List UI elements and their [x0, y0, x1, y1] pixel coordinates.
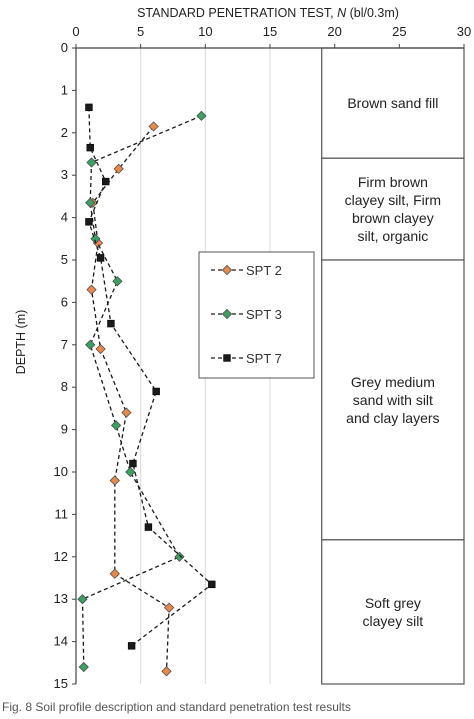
y-tick-label: 1	[61, 82, 68, 97]
soil-layer-label: brown clayey	[352, 210, 434, 226]
data-point	[107, 319, 115, 328]
soil-layer-label: Firm brown	[358, 174, 428, 190]
x-tick-label: 30	[457, 24, 471, 39]
x-tick-label: 5	[137, 24, 144, 39]
soil-layer-box	[321, 47, 465, 159]
data-point	[102, 177, 110, 186]
data-point	[121, 407, 132, 418]
data-point	[77, 594, 88, 605]
legend-label: SPT 7	[246, 351, 282, 366]
data-point	[164, 602, 175, 613]
data-point	[208, 580, 216, 589]
data-point	[196, 110, 207, 121]
soil-layer-label: and clay layers	[346, 410, 439, 426]
soil-layer-label: Grey medium	[351, 374, 435, 390]
y-tick-label: 12	[54, 549, 68, 564]
y-tick-label: 13	[54, 591, 68, 606]
data-series	[77, 103, 216, 677]
data-point	[78, 661, 89, 673]
data-point	[112, 276, 123, 287]
data-point	[127, 642, 136, 650]
legend-label: SPT 3	[246, 307, 282, 322]
data-point	[152, 387, 160, 396]
data-point	[144, 523, 153, 531]
data-point	[95, 343, 106, 355]
data-point	[174, 551, 185, 562]
y-tick-label: 3	[61, 167, 68, 182]
data-point	[125, 466, 136, 478]
data-point	[129, 459, 137, 468]
data-point	[85, 103, 93, 112]
soil-layer-label: sand with silt	[353, 392, 433, 408]
data-point	[113, 163, 124, 174]
y-tick-label: 2	[61, 125, 68, 140]
y-tick-label: 8	[61, 379, 68, 394]
legend-label: SPT 2	[246, 263, 282, 278]
series-line	[90, 125, 170, 672]
legend-marker	[221, 264, 233, 276]
x-tick-label: 20	[327, 24, 341, 39]
y-axis-title: DEPTH (m)	[14, 310, 28, 375]
data-point	[109, 568, 120, 579]
y-tick-label: 0	[61, 40, 68, 55]
data-point	[109, 475, 120, 486]
data-point	[86, 157, 97, 168]
legend: SPT 2 SPT 3 SPT 7	[198, 251, 315, 379]
spt-chart: STANDARD PENETRATION TEST, N (bl/0.3m) D…	[14, 6, 472, 691]
soil-layer-label: clayey silt, Firm	[345, 192, 441, 208]
data-point	[110, 420, 122, 431]
legend-marker	[221, 308, 233, 320]
soil-layer-box	[321, 259, 465, 541]
data-point	[86, 284, 97, 295]
y-tick-label: 4	[61, 210, 68, 225]
y-tick-label: 5	[61, 252, 68, 267]
x-tick-label: 10	[198, 24, 212, 39]
soil-layer-boxes: Brown sand fill Firm brown clayey silt, Fi…	[321, 47, 465, 685]
data-point	[96, 254, 105, 262]
x-axis-title: STANDARD PENETRATION TEST, N (bl/0.3m)	[137, 6, 399, 20]
data-point	[148, 121, 159, 132]
legend-box	[198, 251, 315, 379]
legend-marker	[223, 354, 231, 362]
y-tick-label: 15	[54, 676, 68, 691]
soil-layer-label: clayey silt	[363, 613, 424, 629]
y-tick-label: 9	[61, 422, 68, 437]
data-point	[161, 666, 172, 677]
x-tick-label: 15	[263, 24, 277, 39]
series-line	[81, 115, 202, 668]
y-tick-label: 6	[61, 294, 68, 309]
soil-layer-box	[321, 539, 465, 685]
y-tick-label: 10	[54, 464, 68, 479]
series-line	[88, 107, 213, 647]
figure-caption: Fig. 8 Soil profile description and stan…	[2, 700, 351, 714]
soil-layer-label: silt, organic	[357, 228, 428, 244]
data-point	[86, 143, 94, 152]
x-tick-label: 25	[392, 24, 406, 39]
data-point	[85, 197, 96, 208]
data-point	[85, 218, 93, 226]
y-tick-label: 14	[54, 634, 68, 649]
data-point	[85, 339, 96, 350]
soil-layer-label: Soft grey	[365, 595, 421, 611]
x-tick-label: 0	[72, 24, 79, 39]
y-tick-label: 7	[61, 337, 68, 352]
soil-layer-label: Brown sand fill	[347, 95, 438, 111]
y-tick-label: 11	[55, 506, 69, 521]
